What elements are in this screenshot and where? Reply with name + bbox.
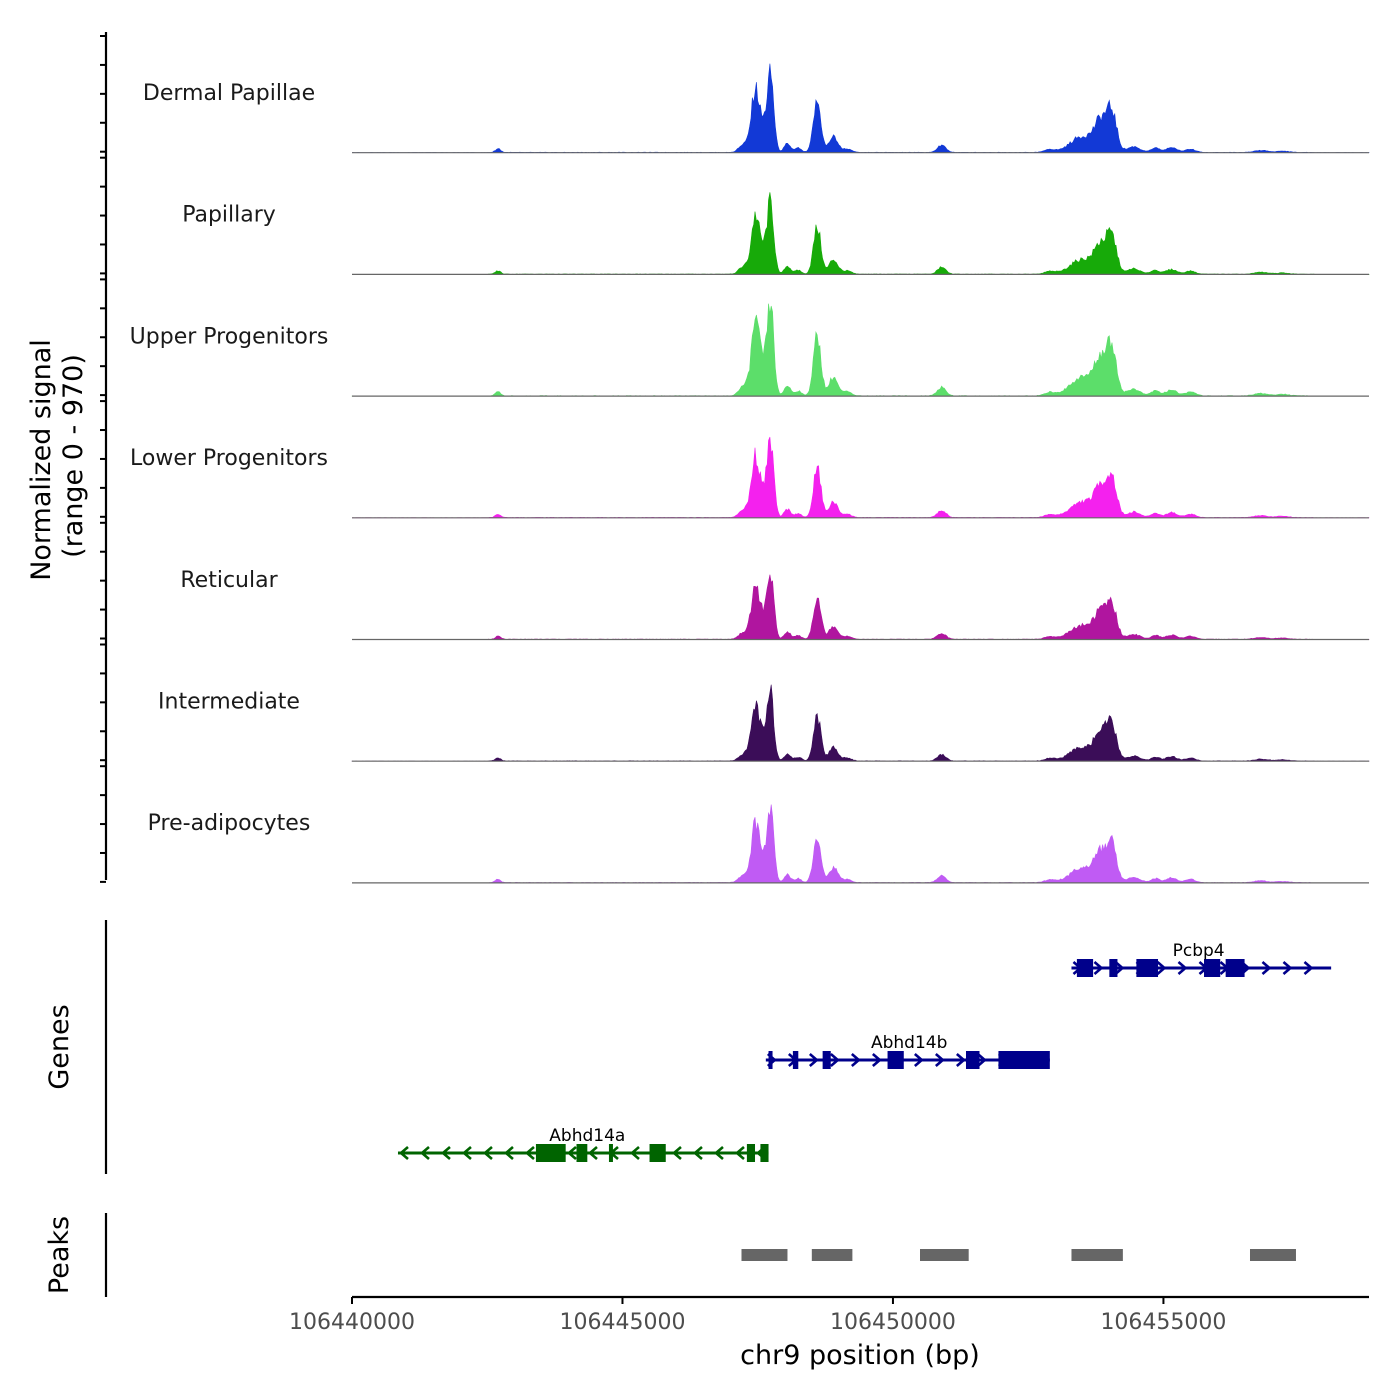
exon <box>1225 959 1245 977</box>
exon <box>1076 959 1094 977</box>
x-tick-label: 106440000 <box>289 1310 415 1335</box>
strand-arrow <box>934 1053 945 1067</box>
strand-arrow <box>713 1146 724 1160</box>
track-signal-area <box>352 192 1370 275</box>
exon <box>608 1144 613 1162</box>
strand-arrow <box>1114 961 1125 975</box>
track-signal-area <box>352 804 1370 884</box>
signal-axis-range-label: (range 0 - 970) <box>58 354 89 558</box>
strand-arrow <box>692 1146 703 1160</box>
peak-region <box>741 1249 788 1261</box>
signal-axis: Normalized signal (range 0 - 970) <box>26 32 108 883</box>
strand-arrow <box>398 1146 409 1160</box>
x-axis: 106440000 106445000 106450000 106455000 chr… <box>289 1295 1369 1371</box>
x-tick-label: 106445000 <box>559 1310 685 1335</box>
track-label: Pre-adipocytes <box>148 811 311 836</box>
strand-arrow <box>913 1053 924 1067</box>
strand-arrow <box>808 1053 819 1067</box>
track-lower-progenitors: Lower Progenitors <box>130 436 1370 519</box>
gene-label: Abhd14a <box>549 1126 625 1146</box>
strand-arrow <box>1093 961 1104 975</box>
exon <box>760 1144 769 1162</box>
x-tick-label: 106450000 <box>830 1310 956 1335</box>
track-pre-adipocytes: Pre-adipocytes <box>148 804 1370 884</box>
track-label: Intermediate <box>158 690 300 715</box>
track-signal-area <box>351 436 1370 519</box>
signal-axis-label: Normalized signal <box>26 339 57 581</box>
track-signal-area <box>351 63 1370 154</box>
exon <box>649 1144 666 1162</box>
x-axis-ticks: 106440000 106445000 106450000 106455000 <box>289 1297 1226 1335</box>
peak-region <box>1249 1249 1296 1261</box>
exon <box>1204 959 1221 977</box>
strand-arrow <box>1282 961 1293 975</box>
strand-arrow <box>671 1146 682 1160</box>
track-intermediate: Intermediate <box>158 684 1370 762</box>
x-tick-label: 106455000 <box>1100 1310 1226 1335</box>
gene-label: Pcbp4 <box>1173 941 1225 961</box>
track-reticular: Reticular <box>180 568 1370 641</box>
exon <box>535 1144 566 1162</box>
strand-arrow <box>587 1146 598 1160</box>
track-upper-progenitors: Upper Progenitors <box>130 303 1369 397</box>
strand-arrow <box>440 1146 451 1160</box>
strand-arrow <box>976 1053 987 1067</box>
exon <box>1109 959 1118 977</box>
peaks-panel: Peaks <box>44 1213 1296 1297</box>
gene-pcbp4: Pcbp4 <box>1071 941 1332 977</box>
strand-arrow <box>629 1146 640 1160</box>
exon <box>822 1051 831 1069</box>
exon <box>792 1051 799 1069</box>
track-dermal-papillae: Dermal Papillae <box>143 63 1370 154</box>
strand-arrow <box>524 1146 535 1160</box>
strand-arrow <box>503 1146 514 1160</box>
strand-arrow <box>566 1146 577 1160</box>
gene-abhd14b: Abhd14b <box>765 1033 1050 1069</box>
peaks-axis-label: Peaks <box>44 1216 75 1294</box>
track-label: Lower Progenitors <box>130 446 328 471</box>
strand-arrow <box>850 1053 861 1067</box>
track-signal-area <box>351 303 1369 397</box>
gene-abhd14a: Abhd14a <box>397 1126 769 1162</box>
gene-models: Pcbp4 Abhd14b Abhd14a <box>397 941 1332 1162</box>
track-label: Upper Progenitors <box>130 324 329 349</box>
coverage-tracks: Dermal Papillae Papillary Upper Progenitor… <box>130 63 1370 884</box>
track-label: Papillary <box>182 203 276 228</box>
strand-arrow <box>1303 961 1314 975</box>
track-label: Reticular <box>180 568 278 593</box>
strand-arrow <box>955 1053 966 1067</box>
peak-region <box>811 1249 853 1261</box>
exon <box>576 1144 588 1162</box>
peak-region <box>1071 1249 1123 1261</box>
strand-arrow <box>482 1146 493 1160</box>
peak-region <box>920 1249 969 1261</box>
track-signal-area <box>351 574 1370 640</box>
track-signal-area <box>351 684 1370 762</box>
exon <box>768 1051 773 1069</box>
exon <box>746 1144 756 1162</box>
strand-arrow <box>829 1053 840 1067</box>
track-papillary: Papillary <box>182 192 1370 275</box>
strand-arrow <box>461 1146 472 1160</box>
peak-regions <box>741 1249 1296 1261</box>
signal-axis-ticks <box>100 35 106 883</box>
track-label: Dermal Papillae <box>143 81 315 106</box>
strand-arrow <box>734 1146 745 1160</box>
strand-arrow <box>1177 961 1188 975</box>
genes-panel: Genes Pcbp4 Abhd14b Abhd14a <box>44 920 1332 1174</box>
exon <box>1136 959 1159 977</box>
x-axis-label: chr9 position (bp) <box>740 1340 980 1371</box>
strand-arrow <box>871 1053 882 1067</box>
genes-axis-label: Genes <box>44 1004 75 1089</box>
gene-label: Abhd14b <box>871 1033 947 1053</box>
strand-arrow <box>1261 961 1272 975</box>
strand-arrow <box>419 1146 430 1160</box>
exon <box>998 1051 1050 1069</box>
strand-arrow <box>1156 961 1167 975</box>
exon <box>965 1051 980 1069</box>
exon <box>887 1051 904 1069</box>
